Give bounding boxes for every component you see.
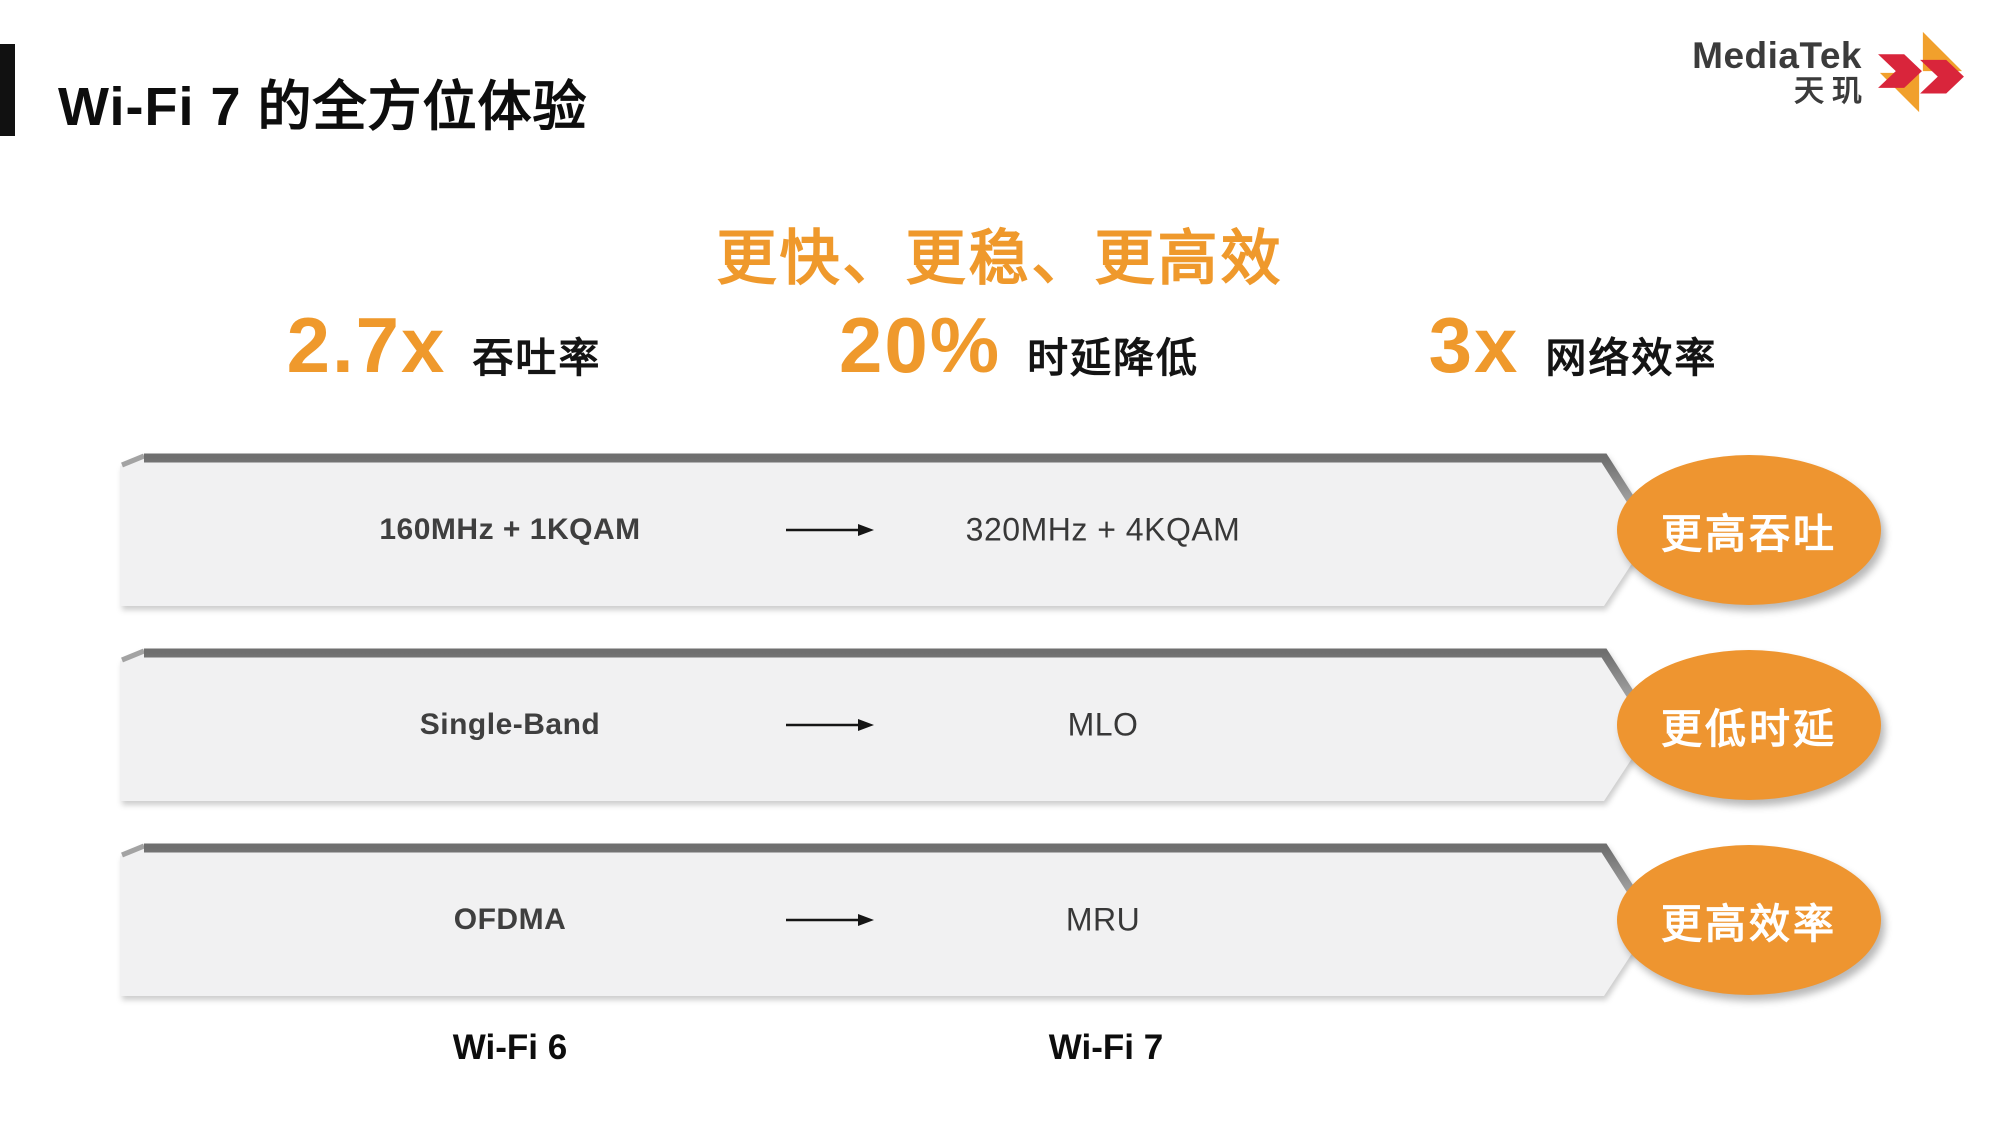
stat-value: 2.7x <box>286 301 447 389</box>
chevron-bar <box>120 843 1654 996</box>
wifi7-feature: MLO <box>1067 706 1139 743</box>
stat-label: 吞吐率 <box>472 335 602 381</box>
stat-efficiency: 3x 网络效率 <box>1429 300 1718 391</box>
wifi6-feature: Single-Band <box>419 708 601 741</box>
stat-throughput: 2.7x 吞吐率 <box>287 300 602 391</box>
stat-label: 网络效率 <box>1545 335 1718 381</box>
chevron-bar <box>120 648 1654 801</box>
wifi6-feature: OFDMA <box>453 903 567 936</box>
right-arrow-icon <box>786 914 874 926</box>
right-arrow-icon <box>786 524 874 536</box>
mediatek-diamond-icon <box>1878 31 1964 113</box>
mediatek-logo: MediaTek 天玑 <box>1692 30 1968 114</box>
chevron-bar <box>120 453 1654 606</box>
mediatek-logo-text: MediaTek 天玑 <box>1692 34 1862 107</box>
wifi6-feature: 160MHz + 1KQAM <box>379 513 641 546</box>
comparison-row-throughput: 160MHz + 1KQAM 320MHz + 4KQAM <box>120 450 1656 610</box>
benefit-badge-efficiency: 更高效率 <box>1617 845 1881 995</box>
right-arrow-icon <box>786 719 874 731</box>
comparison-row-efficiency: OFDMA MRU <box>120 840 1656 1000</box>
wifi7-column-label: Wi-Fi 7 <box>1048 1028 1164 1067</box>
stat-value: 20% <box>838 301 1002 389</box>
wifi7-feature: MRU <box>1065 901 1141 938</box>
mediatek-brand-name: MediaTek <box>1692 34 1862 76</box>
comparison-row-latency: Single-Band MLO <box>120 645 1656 805</box>
page-title: Wi-Fi 7 的全方位体验 <box>58 77 588 137</box>
wifi7-feature: 320MHz + 4KQAM <box>965 511 1241 548</box>
benefit-badge-latency: 更低时延 <box>1617 650 1881 800</box>
title-accent-bar <box>0 44 15 136</box>
headline: 更快、更稳、更高效 <box>716 225 1284 292</box>
wifi6-column-label: Wi-Fi 6 <box>452 1028 568 1067</box>
stat-latency: 20% 时延降低 <box>839 300 1199 391</box>
stat-label: 时延降低 <box>1027 335 1200 381</box>
stat-value: 3x <box>1428 301 1520 389</box>
benefit-badge-throughput: 更高吞吐 <box>1617 455 1881 605</box>
dimensity-brand-name: 天玑 <box>1794 74 1870 108</box>
